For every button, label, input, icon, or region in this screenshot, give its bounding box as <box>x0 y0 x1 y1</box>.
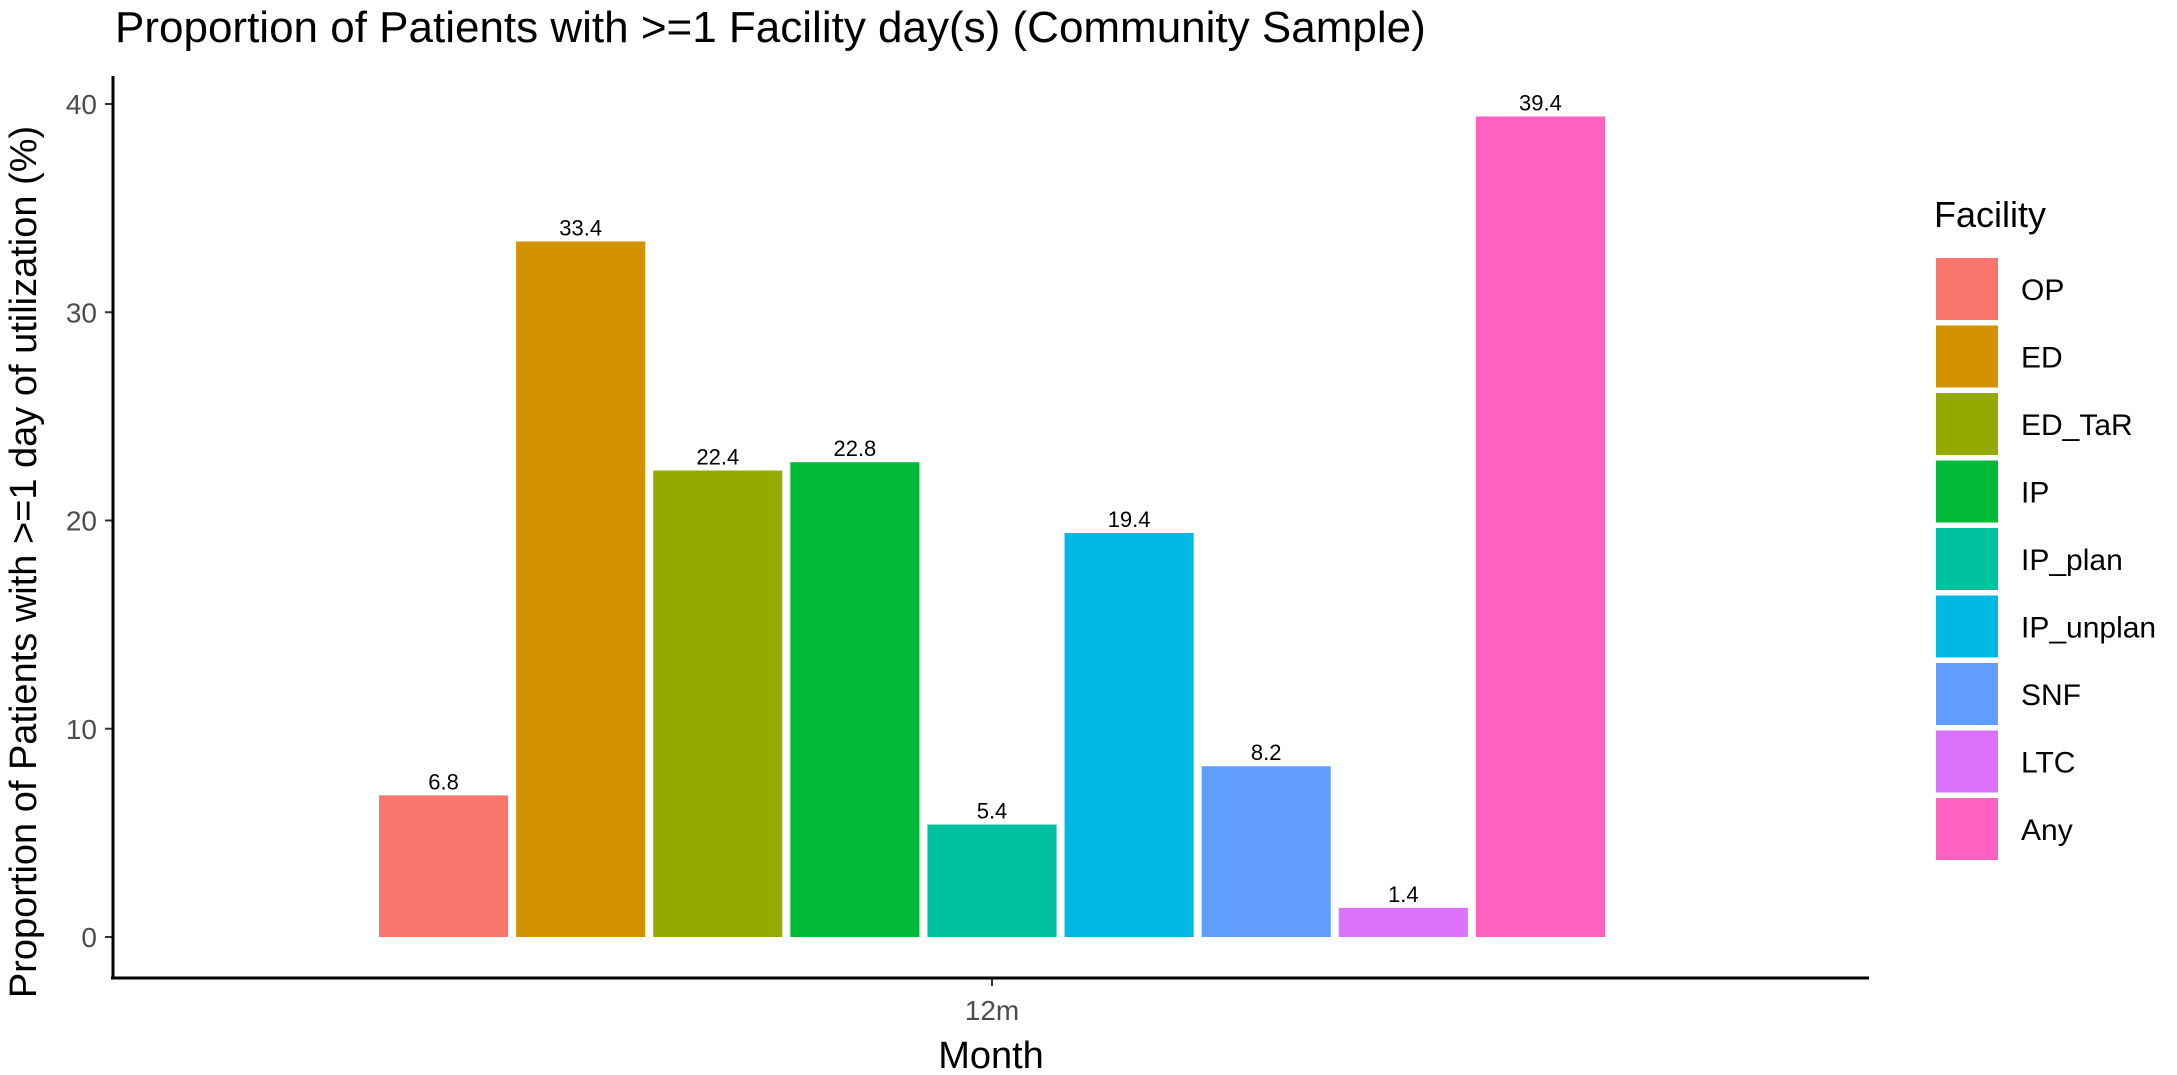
bar-ip-plan <box>927 825 1056 937</box>
data-label: 22.8 <box>833 436 876 461</box>
y-tick-label: 0 <box>81 922 97 953</box>
y-tick-label: 10 <box>66 714 97 745</box>
data-label: 39.4 <box>1519 90 1562 115</box>
legend-label: IP_plan <box>2021 544 2123 577</box>
y-axis-title: Proportion of Patients with >=1 day of u… <box>3 126 45 998</box>
legend-label: Any <box>2021 814 2073 847</box>
legend-key-ed <box>1936 326 1998 388</box>
bar-ip-unplan <box>1065 533 1194 937</box>
legend-key-ip <box>1936 461 1998 523</box>
bar-ltc <box>1339 908 1468 937</box>
legend-label: ED_TaR <box>2021 409 2133 442</box>
x-tick-label: 12m <box>965 995 1019 1026</box>
bar-snf <box>1202 766 1331 937</box>
data-label: 6.8 <box>428 769 459 794</box>
legend-key-op <box>1936 258 1998 320</box>
y-tick-label: 30 <box>66 297 97 328</box>
legend-label: IP_unplan <box>2021 612 2156 645</box>
legend-key-ed-tar <box>1936 393 1998 455</box>
legend-key-any <box>1936 798 1998 860</box>
x-axis-title: Month <box>938 1035 1044 1075</box>
bar-ip <box>790 462 919 937</box>
legend-label: ED <box>2021 342 2063 375</box>
data-label: 8.2 <box>1251 740 1282 765</box>
legend-label: OP <box>2021 274 2064 307</box>
data-label: 1.4 <box>1388 882 1419 907</box>
legend-label: SNF <box>2021 679 2081 712</box>
y-tick-label: 20 <box>66 506 97 537</box>
x-axis-ticks: 12m <box>965 978 1019 1026</box>
data-label: 33.4 <box>559 215 602 240</box>
legend-key-ip-plan <box>1936 528 1998 590</box>
legend-key-ltc <box>1936 731 1998 793</box>
data-label: 19.4 <box>1108 507 1151 532</box>
bar-ed <box>516 241 645 937</box>
legend-title: Facility <box>1934 194 2046 235</box>
bar-any <box>1476 116 1605 937</box>
y-tick-label: 40 <box>66 89 97 120</box>
legend: Facility OP ED ED_TaR IP IP_plan IP_unplan SNF… <box>1934 194 2156 860</box>
chart-title: Proportion of Patients with >=1 Facility… <box>115 3 1426 52</box>
legend-label: IP <box>2021 477 2049 510</box>
legend-key-snf <box>1936 663 1998 725</box>
data-label: 5.4 <box>977 799 1008 824</box>
legend-label: LTC <box>2021 747 2075 780</box>
bar-op <box>379 795 508 937</box>
y-axis-ticks: 0 10 20 30 40 <box>66 89 113 953</box>
data-label: 22.4 <box>696 445 739 470</box>
bar-ed-tar <box>653 471 782 937</box>
legend-items: OP ED ED_TaR IP IP_plan IP_unplan SNF LTC Any <box>1936 258 2156 860</box>
legend-key-ip-unplan <box>1936 596 1998 658</box>
